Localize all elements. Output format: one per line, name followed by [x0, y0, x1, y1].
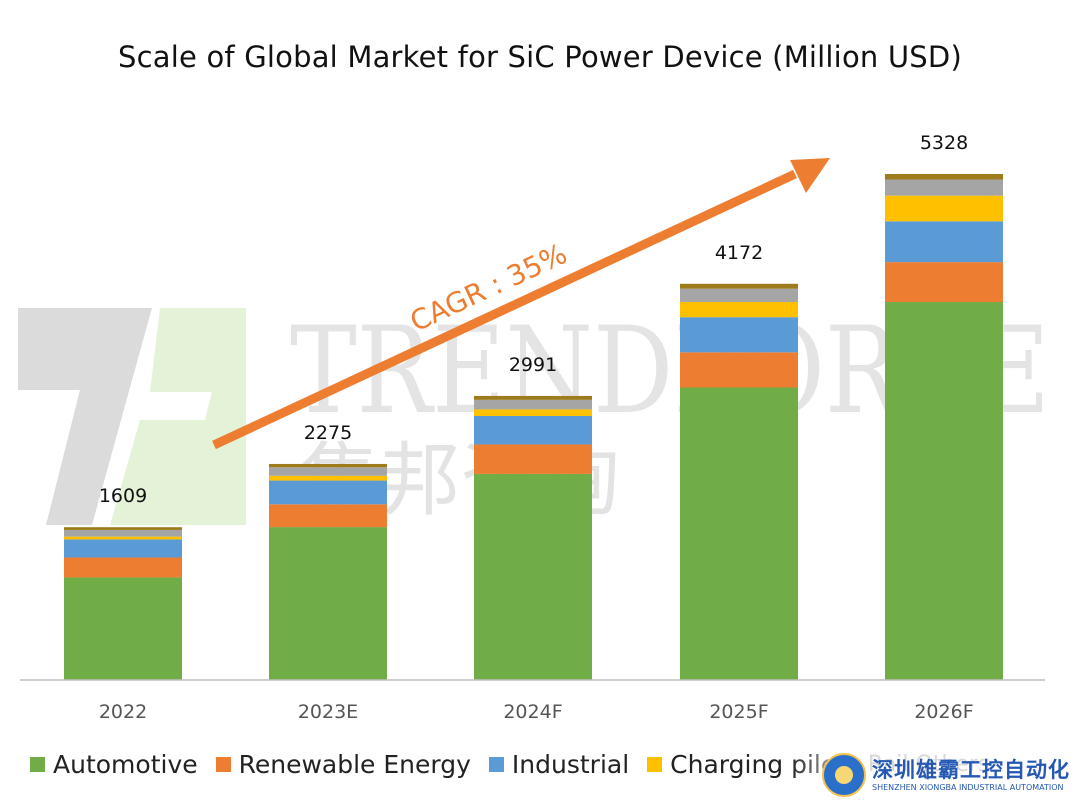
- bar-segment-industrial-2025f: [680, 317, 798, 353]
- bar-segment-renewable-energy-2024f: [474, 444, 592, 474]
- legend-swatch: [30, 757, 45, 772]
- x-tick-label: 2022: [99, 701, 147, 723]
- legend-swatch: [647, 757, 663, 772]
- bar-segment-renewable-energy-2026f: [885, 262, 1003, 303]
- bar-segment-rail-2026f: [885, 179, 1003, 196]
- bar-segment-rail-2024f: [474, 399, 592, 410]
- bar-segment-renewable-energy-2023e: [269, 504, 387, 528]
- bar-segment-others-2026f: [885, 174, 1003, 180]
- badge-company-subtitle: SHENZHEN XIONGBA INDUSTRIAL AUTOMATION: [872, 782, 1064, 792]
- badge-company-name: 深圳雄霸工控自动化: [872, 757, 1070, 782]
- legend-label: Automotive: [53, 750, 198, 779]
- bar-segment-rail-2025f: [680, 288, 798, 303]
- x-tick-labels: 2022 2023E 2024F 2025F 2026F: [99, 701, 974, 723]
- badge-text: 深圳雄霸工控自动化 SHENZHEN XIONGBA INDUSTRIAL AU…: [872, 758, 1070, 793]
- bar-segment-rail-2023e: [269, 467, 387, 476]
- bar-segment-others-2023e: [269, 463, 387, 468]
- bar-segment-others-2024f: [474, 395, 592, 400]
- cagr-arrow: [212, 158, 830, 450]
- bar-segment-renewable-energy-2025f: [680, 352, 798, 388]
- bar-segment-industrial-2023e: [269, 480, 387, 505]
- total-value-label: 4172: [715, 242, 763, 264]
- watermark-logo-shape-2: [110, 308, 246, 525]
- chart-legend: Automotive Renewable Energy Industrial Char…: [30, 750, 854, 779]
- total-value-label: 5328: [920, 132, 968, 154]
- legend-item-industrial: Industrial: [488, 750, 630, 779]
- x-tick-label: 2026F: [914, 701, 973, 723]
- bar-segment-others-2022: [64, 527, 182, 530]
- badge-logo-icon: [822, 753, 866, 797]
- bar-segment-automotive-2023e: [269, 527, 387, 680]
- x-tick-label: 2024F: [503, 701, 562, 723]
- bar-segment-automotive-2022: [64, 577, 182, 680]
- legend-swatch: [488, 757, 504, 772]
- legend-item-automotive: Automotive: [30, 750, 198, 779]
- total-value-label: 1609: [99, 485, 147, 507]
- company-badge: 深圳雄霸工控自动化 SHENZHEN XIONGBA INDUSTRIAL AU…: [822, 752, 1070, 798]
- total-labels: 1609 2275 2991 4172 5328: [99, 132, 968, 507]
- bar-segment-industrial-2024f: [474, 415, 592, 445]
- total-value-label: 2275: [304, 422, 352, 444]
- x-tick-label: 2023E: [298, 701, 358, 723]
- bars-layer: [64, 174, 1003, 680]
- bar-segment-automotive-2024f: [474, 473, 592, 680]
- legend-swatch: [215, 757, 231, 772]
- legend-item-renewable-energy: Renewable Energy: [215, 750, 471, 779]
- bar-segment-industrial-2026f: [885, 221, 1003, 263]
- bar-segment-charging-pile-2024f: [474, 409, 592, 416]
- x-tick-label: 2025F: [709, 701, 768, 723]
- bar-segment-renewable-energy-2022: [64, 557, 182, 578]
- bar-segment-industrial-2022: [64, 539, 182, 558]
- bar-segment-automotive-2026f: [885, 302, 1003, 680]
- chart-title: Scale of Global Market for SiC Power Dev…: [118, 40, 962, 74]
- bar-segment-rail-2022: [64, 529, 182, 537]
- bar-segment-charging-pile-2023e: [269, 475, 387, 481]
- legend-label: Renewable Energy: [238, 750, 471, 779]
- total-value-label: 2991: [509, 354, 557, 376]
- bar-segment-charging-pile-2022: [64, 536, 182, 540]
- faded-legend-text: Rail Others: [868, 752, 990, 777]
- legend-label: Industrial: [511, 750, 630, 779]
- bar-segment-others-2025f: [680, 283, 798, 289]
- watermark-logo-shape: [18, 308, 152, 525]
- bar-segment-charging-pile-2025f: [680, 302, 798, 318]
- bar-segment-automotive-2025f: [680, 387, 798, 680]
- bar-segment-charging-pile-2026f: [885, 195, 1003, 222]
